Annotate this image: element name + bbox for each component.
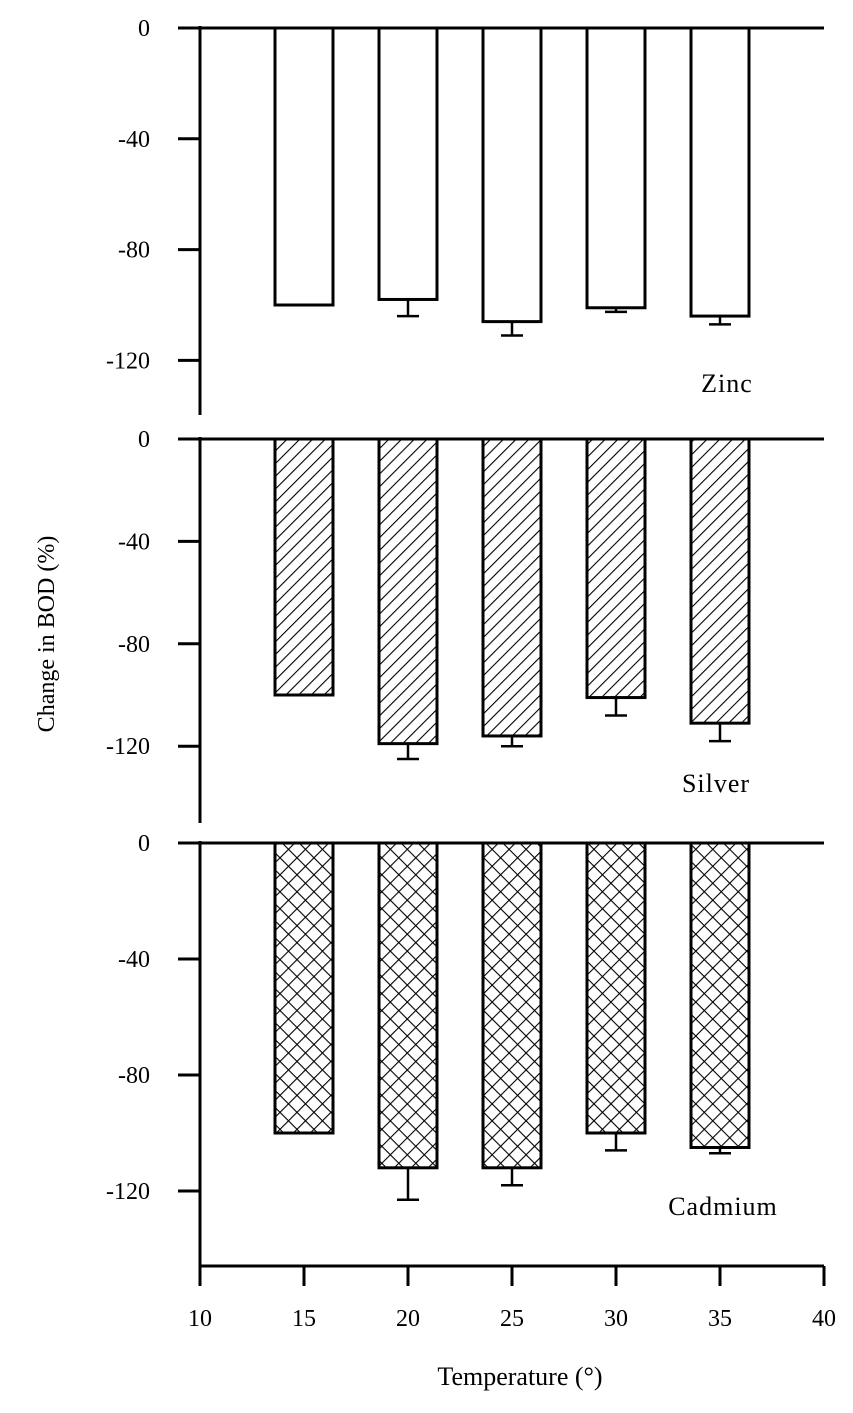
x-tick-label-15: 15 [292, 1306, 316, 1332]
y-tick-label-silver-2: -80 [118, 632, 150, 658]
bar-zinc-35 [689, 26, 751, 318]
bar-silver-25 [481, 437, 543, 738]
panel-zinc: 0 -40 -80 -120 Zinc [106, 16, 824, 415]
y-tick-label-silver-3: -120 [106, 734, 150, 760]
y-tick-label-cadmium-2: -80 [118, 1063, 150, 1089]
y-axis-label: Change in BOD (%) [34, 536, 60, 733]
y-tick-label-cadmium-1: -40 [118, 947, 150, 973]
bar-cadmium-35 [689, 841, 751, 1149]
x-tick-label-35: 35 [708, 1306, 732, 1332]
y-tick-label-zinc-1: -40 [118, 127, 150, 153]
bar-zinc-25 [481, 26, 543, 324]
panel-label-cadmium: Cadmium [668, 1192, 778, 1221]
panel-cadmium: 0 -40 -80 -120 Cadmium 10 15 20 25 30 35 40 Temperat… [106, 831, 836, 1391]
bar-silver-35 [689, 437, 751, 725]
y-tick-label-zinc-3: -120 [106, 348, 150, 374]
x-tick-label-40: 40 [812, 1306, 836, 1332]
bar-cadmium-30 [585, 841, 647, 1135]
panel-label-silver: Silver [682, 769, 750, 798]
y-tick-label-cadmium-3: -120 [106, 1179, 150, 1205]
y-tick-label-zinc-0: 0 [138, 16, 150, 42]
bar-silver-15 [273, 437, 335, 697]
y-tick-label-zinc-2: -80 [118, 238, 150, 264]
y-tick-label-silver-1: -40 [118, 529, 150, 555]
x-tick-label-25: 25 [500, 1306, 524, 1332]
panel-label-zinc: Zinc [701, 369, 753, 398]
x-axis-label: Temperature (°) [437, 1362, 602, 1391]
x-tick-label-20: 20 [396, 1306, 420, 1332]
bar-cadmium-15 [273, 841, 335, 1135]
bar-zinc-15 [273, 26, 335, 307]
bar-silver-30 [585, 437, 647, 700]
bar-cadmium-25 [481, 841, 543, 1170]
panels: 0 -40 -80 -120 Zinc 0 -40 -80 -120 Silver 0 -40 -80 -… [106, 16, 836, 1391]
x-tick-label-30: 30 [604, 1306, 628, 1332]
bar-cadmium-20 [377, 841, 439, 1170]
x-tick-label-10: 10 [188, 1306, 212, 1332]
y-tick-label-silver-0: 0 [138, 427, 150, 453]
panel-silver: 0 -40 -80 -120 Silver [106, 427, 824, 823]
y-tick-label-cadmium-0: 0 [138, 831, 150, 857]
bar-silver-20 [377, 437, 439, 746]
bar-zinc-20 [377, 26, 439, 301]
bar-zinc-30 [585, 26, 647, 310]
